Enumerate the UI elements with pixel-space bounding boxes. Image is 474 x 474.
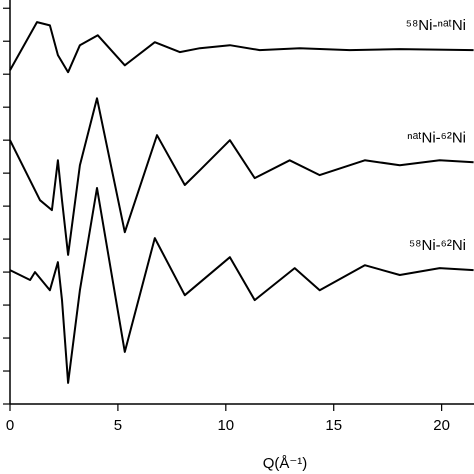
x-tick-label: 15 <box>325 417 342 434</box>
series-line <box>9 187 474 384</box>
x-axis-label: Q(Å⁻¹) <box>263 455 308 472</box>
x-tick-label: 0 <box>6 417 14 434</box>
series-line <box>9 21 474 74</box>
x-tick-label: 10 <box>217 417 234 434</box>
series-label: ⁵⁸Ni-⁶²Ni <box>409 237 466 254</box>
series-line <box>9 97 474 256</box>
x-tick-label: 5 <box>114 417 122 434</box>
series-label: ⁵⁸Ni-ⁿᵃᵗNi <box>406 17 466 34</box>
x-tick-label: 20 <box>433 417 450 434</box>
series-label: ⁿᵃᵗNi-⁶²Ni <box>407 129 466 146</box>
